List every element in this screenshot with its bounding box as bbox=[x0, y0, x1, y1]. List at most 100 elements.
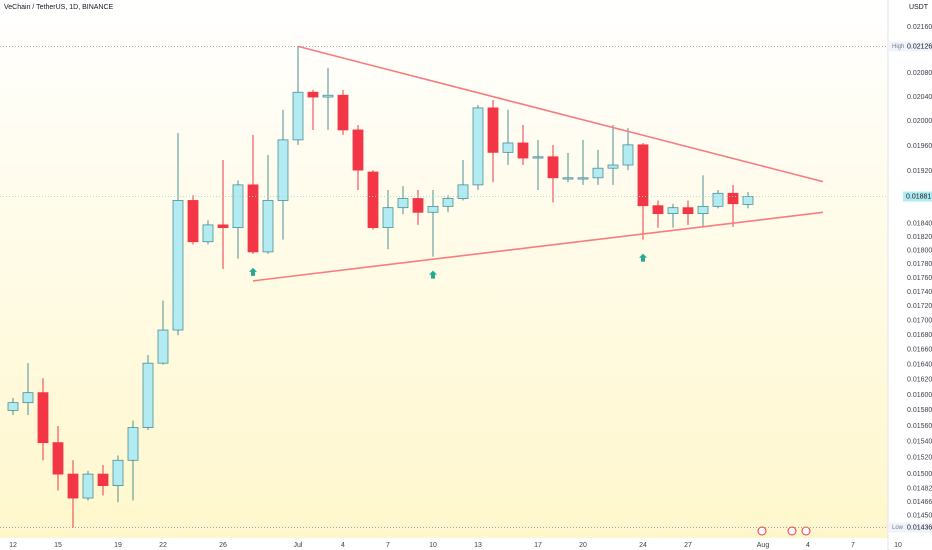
candle-body bbox=[127, 427, 139, 461]
candle-body bbox=[697, 205, 709, 215]
signal-arrow bbox=[249, 267, 257, 276]
x-tick-label: 15 bbox=[54, 542, 62, 549]
candle-body bbox=[742, 196, 754, 205]
candle-body bbox=[607, 164, 619, 169]
candle-body bbox=[292, 91, 304, 141]
y-tick-label: 0.01640 bbox=[907, 362, 932, 369]
x-tick-label: 19 bbox=[114, 542, 122, 549]
candle-body bbox=[652, 205, 664, 215]
y-tick-label: 0.01740 bbox=[907, 289, 932, 296]
candle-body bbox=[577, 177, 589, 180]
candle-body bbox=[472, 107, 484, 186]
marker-name: Low bbox=[892, 525, 904, 531]
candle-body bbox=[52, 442, 64, 475]
marker-value: 0.01436 bbox=[907, 524, 932, 531]
candle-body bbox=[217, 224, 229, 228]
x-tick-label: 13 bbox=[474, 542, 482, 549]
candle-body bbox=[382, 207, 394, 228]
candle-body bbox=[172, 200, 184, 331]
y-tick-label: 0.01482 bbox=[907, 486, 932, 493]
signal-arrow bbox=[639, 253, 647, 262]
candle-body bbox=[337, 94, 349, 131]
candle-body bbox=[487, 107, 499, 153]
y-tick-label: 0.01800 bbox=[907, 247, 932, 254]
marker-name: High bbox=[892, 44, 904, 50]
event-icons bbox=[757, 526, 811, 536]
candle-body bbox=[352, 129, 364, 171]
axes: 0.02160 0.02080 0.02040 0.02000 0.01960 0.019… bbox=[9, 24, 932, 549]
candle-body bbox=[157, 329, 169, 364]
price-axis-background bbox=[888, 0, 932, 550]
y-tick-label: 0.02040 bbox=[907, 94, 932, 101]
y-tick-label: 0.01580 bbox=[907, 407, 932, 414]
candle-body bbox=[322, 94, 334, 98]
last-price-box bbox=[903, 191, 932, 202]
currency: USDT bbox=[909, 4, 929, 11]
x-tick-label: 22 bbox=[159, 542, 167, 549]
candle-body bbox=[682, 207, 694, 215]
x-tick-label: 7 bbox=[386, 542, 390, 549]
y-tick-label: 0.01520 bbox=[907, 455, 932, 462]
y-tick-label: 0.02080 bbox=[907, 70, 932, 77]
y-tick-label: 0.02160 bbox=[907, 24, 932, 31]
marker-value: 0.02126 bbox=[907, 43, 932, 50]
candle-body bbox=[307, 91, 319, 98]
last-price-label: 0.01881 bbox=[906, 193, 931, 200]
candle-body bbox=[67, 473, 79, 499]
trendline bbox=[252, 211, 824, 282]
x-tick-label: 27 bbox=[684, 542, 692, 549]
candle-body bbox=[622, 144, 634, 166]
y-tick-label: 0.01600 bbox=[907, 392, 932, 399]
candle-body bbox=[532, 156, 544, 159]
y-tick-label: 0.01960 bbox=[907, 143, 932, 150]
candle-body bbox=[502, 142, 514, 153]
x-tick-label: 7 bbox=[851, 542, 855, 549]
candle-body bbox=[397, 198, 409, 209]
plot-background bbox=[0, 0, 888, 538]
y-tick-label: 0.01700 bbox=[907, 317, 932, 324]
x-tick-label: 26 bbox=[219, 542, 227, 549]
event-icon[interactable] bbox=[787, 526, 797, 536]
candle-body bbox=[727, 192, 739, 205]
candle-body bbox=[142, 362, 154, 428]
candle-body bbox=[547, 156, 559, 179]
y-tick-label: 0.01780 bbox=[907, 261, 932, 268]
y-tick-label: 0.01840 bbox=[907, 220, 932, 227]
y-tick-label: 0.01680 bbox=[907, 332, 932, 339]
y-tick-label: 0.01920 bbox=[907, 168, 932, 175]
x-tick-label: 10 bbox=[894, 542, 902, 549]
x-tick-label: 4 bbox=[341, 542, 345, 549]
event-icon[interactable] bbox=[757, 526, 767, 536]
y-tick-label: 0.01466 bbox=[907, 499, 932, 506]
x-tick-label: 10 bbox=[429, 542, 437, 549]
candle-body bbox=[22, 392, 34, 404]
y-tick-label: 0.01660 bbox=[907, 347, 932, 354]
trendline bbox=[297, 45, 824, 183]
x-tick-label: 24 bbox=[639, 542, 647, 549]
event-icon[interactable] bbox=[801, 526, 811, 536]
candle-body bbox=[637, 144, 649, 207]
y-tick-label: 0.01450 bbox=[907, 513, 932, 520]
candles bbox=[7, 46, 754, 528]
candle-body bbox=[442, 198, 454, 207]
y-tick-label: 0.01820 bbox=[907, 234, 932, 241]
candle-body bbox=[667, 207, 679, 215]
candle-body bbox=[232, 184, 244, 228]
candle-body bbox=[37, 392, 49, 444]
candle-body bbox=[427, 205, 439, 213]
candle-body bbox=[247, 184, 259, 253]
candle-body bbox=[277, 139, 289, 201]
marker-box bbox=[889, 41, 932, 52]
candle-body bbox=[457, 184, 469, 199]
y-tick-label: 0.01720 bbox=[907, 303, 932, 310]
signal-arrow bbox=[429, 270, 437, 279]
x-tick-label: 17 bbox=[534, 542, 542, 549]
candle-body bbox=[412, 198, 424, 213]
x-tick-label: Aug bbox=[757, 542, 770, 549]
y-tick-label: 0.02000 bbox=[907, 118, 932, 125]
candle-body bbox=[562, 177, 574, 180]
candle-body bbox=[82, 473, 94, 499]
y-tick-label: 0.01540 bbox=[907, 439, 932, 446]
